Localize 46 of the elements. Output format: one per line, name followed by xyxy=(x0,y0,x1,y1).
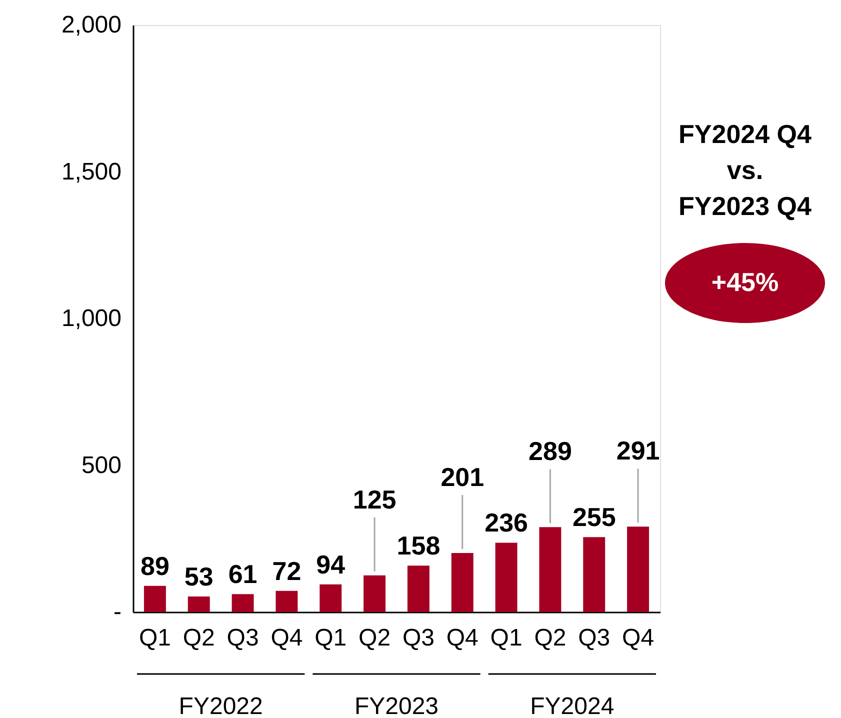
data-label: 291 xyxy=(616,436,660,466)
text: FY2024 Q4 vs. FY2023 Q4 xyxy=(678,119,812,221)
y-tick-label: 2,000 xyxy=(61,12,122,38)
bar xyxy=(627,526,650,612)
data-label: 89 xyxy=(140,550,170,581)
bar xyxy=(232,594,254,612)
x-tick-label: Q1 xyxy=(314,624,347,652)
text: +45% xyxy=(711,267,779,297)
data-label: 53 xyxy=(184,561,214,592)
data-label: 236 xyxy=(484,508,528,538)
bar xyxy=(407,566,430,612)
x-tick-label: Q3 xyxy=(402,624,434,652)
bar xyxy=(276,590,298,612)
data-label: 72 xyxy=(272,556,302,586)
data-label: 94 xyxy=(316,549,346,580)
y-tick-label: - xyxy=(114,598,122,626)
data-label: 289 xyxy=(528,436,572,466)
data-label: 125 xyxy=(352,484,396,514)
x-tick-label: Q4 xyxy=(270,624,303,652)
bar xyxy=(144,586,166,612)
text: FY2023 xyxy=(354,693,439,718)
bar xyxy=(539,527,562,612)
bar xyxy=(451,553,474,612)
text: FY2022 xyxy=(178,693,263,718)
x-tick-label: Q1 xyxy=(138,624,171,652)
x-tick-label: Q2 xyxy=(182,624,215,652)
bar xyxy=(495,542,518,612)
y-tick-label: 1,500 xyxy=(61,158,122,186)
y-tick-label: 1,000 xyxy=(61,305,122,332)
data-label: 61 xyxy=(228,559,258,590)
bar xyxy=(583,537,606,612)
x-tick-label: Q2 xyxy=(358,624,391,652)
bar xyxy=(320,584,342,612)
x-tick-label: Q1 xyxy=(490,624,522,652)
bar xyxy=(364,575,386,612)
x-tick-label: Q2 xyxy=(534,624,566,652)
data-label: 255 xyxy=(572,502,616,532)
x-tick-label: Q4 xyxy=(622,624,654,652)
x-tick-label: Q3 xyxy=(578,624,610,652)
x-tick-label: Q3 xyxy=(226,624,259,652)
data-label: 201 xyxy=(440,462,484,492)
data-label: 158 xyxy=(396,530,440,561)
y-tick-label: 500 xyxy=(81,452,122,479)
bar xyxy=(188,596,210,612)
text: FY2024 xyxy=(530,693,614,718)
x-tick-label: Q4 xyxy=(446,624,478,652)
